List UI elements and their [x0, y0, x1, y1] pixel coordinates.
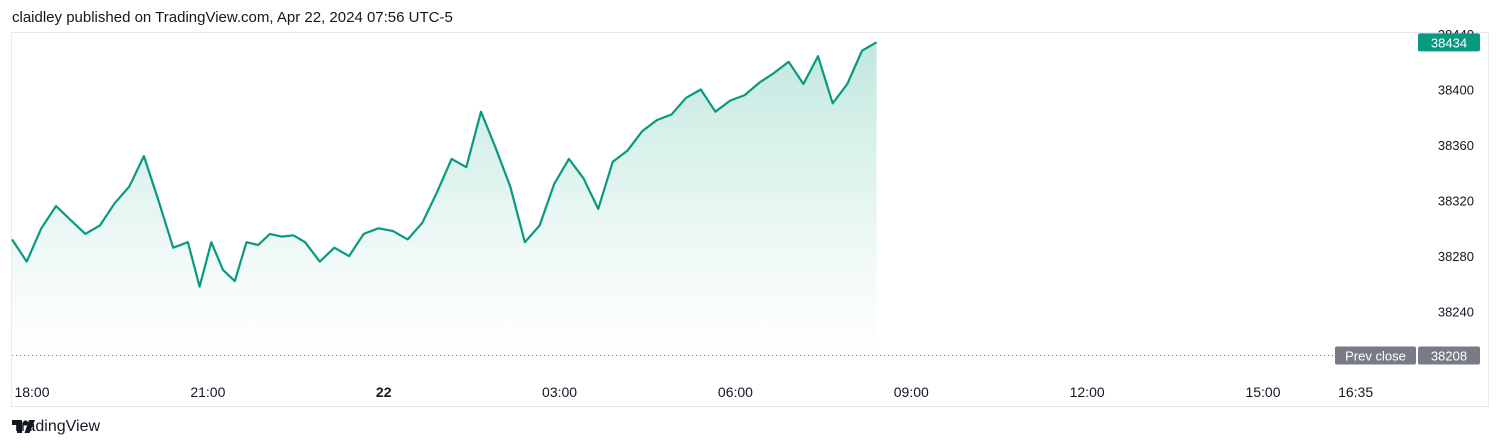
x-tick-label: 18:00	[14, 384, 49, 400]
y-tick-label: 38360	[1438, 138, 1474, 153]
x-tick-label: 06:00	[718, 384, 753, 400]
price-line[interactable]	[11, 41, 878, 288]
x-tick-label: 15:00	[1245, 384, 1280, 400]
prev-close-value-badge	[1418, 346, 1480, 365]
price-area-fill	[12, 42, 877, 357]
x-tick-label: 22	[376, 384, 392, 400]
y-tick-label: 38320	[1438, 194, 1474, 209]
y-tick-label: 38400	[1438, 83, 1474, 98]
publish-info: claidley published on TradingView.com, A…	[12, 9, 453, 26]
prev-close-label: Prev close	[1345, 349, 1406, 364]
tradingview-brand[interactable]: TradingView	[12, 418, 100, 436]
y-tick-label: 38240	[1438, 305, 1474, 320]
x-tick-label: 03:00	[542, 384, 577, 400]
prev-close-label-badge	[1335, 346, 1416, 365]
x-tick-label: 12:00	[1070, 384, 1105, 400]
x-tick-label: 16:35	[1338, 384, 1373, 400]
prev-close-value: 38208	[1431, 349, 1467, 364]
tradingview-logo-icon	[12, 420, 35, 433]
last-price-badge	[1418, 33, 1480, 52]
y-tick-label: 38280	[1438, 249, 1474, 264]
x-tick-label: 21:00	[190, 384, 225, 400]
chart-frame	[11, 32, 1489, 407]
last-price-value: 38434	[1431, 35, 1467, 50]
x-tick-label: 09:00	[894, 384, 929, 400]
